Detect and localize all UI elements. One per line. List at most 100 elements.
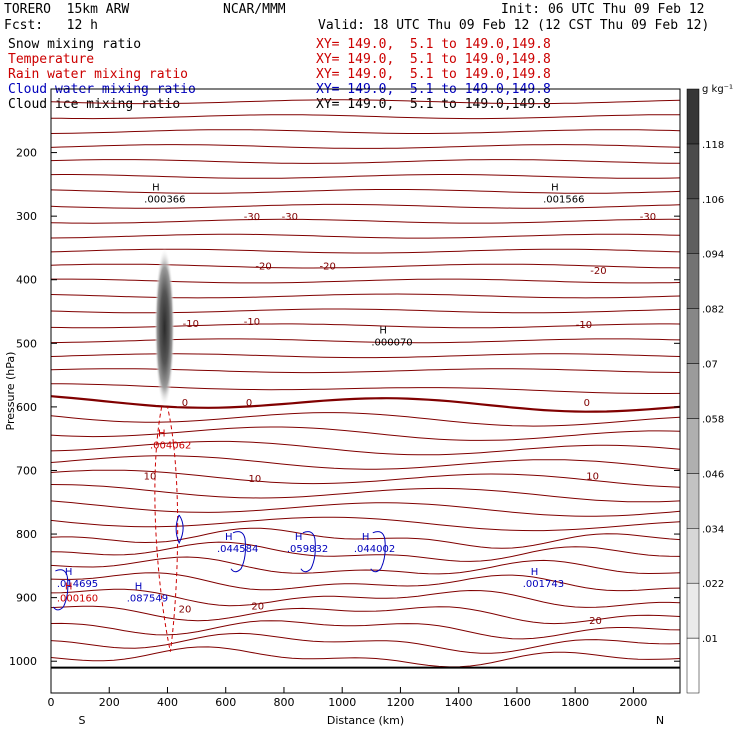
field-xy-rain: XY= 149.0, 5.1 to 149.0,149.8: [316, 67, 551, 82]
x-tick-label: 0: [48, 696, 55, 709]
isotherm-line: [50, 174, 681, 179]
colorbar-swatch: [686, 363, 700, 419]
maximum-marker: H: [225, 532, 233, 543]
colorbar-swatch: [686, 473, 700, 529]
temperature-label: 20: [251, 601, 264, 612]
colorbar-tick-label: .022: [702, 579, 724, 590]
colorbar-swatch: [686, 143, 700, 200]
temperature-label: 10: [248, 474, 261, 485]
contour-labels: -30 -30 -30 -20 -20 -20 -10 -10 -10 0 0 0 10 10 10 20 20…: [57, 182, 656, 627]
x-tick-label: 1800: [561, 696, 589, 709]
colorbar-swatch: [686, 582, 700, 639]
maximum-value: .001566: [543, 194, 584, 205]
maximum-marker: H: [65, 567, 73, 578]
isotherm-line: [50, 114, 681, 120]
x-tick-label: 800: [273, 696, 294, 709]
temperature-label: -20: [255, 262, 271, 273]
colorbar: .01 .022 .034 .046 .058 .07 .082 .094 .106 .118 g …: [686, 84, 733, 694]
maximum-marker: H: [551, 182, 559, 193]
isotherm-line: [50, 395, 681, 413]
x-tick-label: 1200: [386, 696, 414, 709]
maximum-value: .087549: [127, 594, 168, 605]
y-tick-label: 400: [16, 274, 37, 287]
isotherm-line: [50, 484, 681, 503]
isotherm-line: [50, 263, 681, 269]
x-axis-title: Distance (km): [327, 714, 404, 727]
colorbar-swatch: [686, 198, 700, 254]
colorbar-tick-label: .094: [702, 250, 724, 261]
model-title: TORERO 15km ARW: [4, 2, 130, 17]
x-tick-label: 1600: [503, 696, 531, 709]
maximum-value: .044002: [354, 544, 395, 555]
isotherm-line: [50, 469, 681, 488]
isotherm-line: [50, 527, 681, 549]
valid-time: Valid: 18 UTC Thu 09 Feb 12 (12 CST Thu …: [318, 18, 710, 33]
isotherm-line: [50, 412, 681, 427]
org-label: NCAR/MMM: [223, 2, 286, 17]
isotherm-line: [50, 218, 681, 224]
maximum-marker: H: [65, 582, 73, 593]
y-tick-label: 900: [16, 592, 37, 605]
temperature-label: -10: [244, 317, 260, 328]
isotherm-line: [50, 203, 681, 209]
y-tick-label: 1000: [9, 655, 37, 668]
isotherm-line: [50, 159, 681, 164]
colorbar-swatch: [686, 88, 700, 145]
isotherm-line: [50, 426, 681, 441]
temperature-label: -20: [590, 266, 606, 277]
temperature-label: 20: [179, 604, 192, 615]
field-label-cloud-ice: Cloud ice mixing ratio: [8, 97, 181, 112]
colorbar-swatch: [686, 637, 700, 694]
field-label-snow: Snow mixing ratio: [8, 37, 142, 52]
isotherm-line: [50, 368, 681, 374]
maximum-marker: H: [531, 567, 539, 578]
y-tick-label: 800: [16, 528, 37, 541]
x-tick-label: 2000: [619, 696, 647, 709]
isotherm-line: [50, 605, 681, 625]
colorbar-tick-label: .058: [702, 414, 724, 425]
isotherm-line: [50, 632, 681, 654]
temperature-contours: [50, 99, 681, 668]
colorbar-swatch: [686, 308, 700, 364]
forecast-hour: Fcst: 12 h: [4, 18, 98, 33]
y-tick-label: 200: [16, 147, 37, 160]
isotherm-line: [50, 338, 681, 344]
isotherm-line: [51, 278, 681, 284]
isotherm-line: [50, 233, 681, 239]
temperature-label: 0: [584, 398, 590, 409]
temperature-label: -10: [183, 319, 199, 330]
temperature-label: 20: [589, 616, 602, 627]
colorbar-tick-label: .07: [702, 360, 718, 371]
y-axis-title: Pressure (hPa): [4, 352, 17, 431]
x-tick-label: 400: [157, 696, 178, 709]
colorbar-unit: g kg⁻¹: [702, 84, 733, 95]
colorbar-tick-label: .082: [702, 305, 724, 316]
colorbar-swatch: [686, 253, 700, 309]
maximum-marker: H: [135, 582, 143, 593]
maximum-value: .044584: [217, 544, 258, 555]
isotherm-line: [50, 541, 681, 562]
x-tick-label: 600: [215, 696, 236, 709]
isotherm-line: [50, 129, 681, 134]
maximum-value: .000366: [144, 194, 185, 205]
y-tick-label: 500: [16, 337, 37, 350]
isotherm-line: [50, 383, 681, 394]
temperature-label: 10: [586, 472, 599, 483]
cloud-water-contour: [175, 514, 184, 545]
isotherm-line: [50, 646, 681, 668]
temperature-label: -30: [244, 212, 260, 223]
moisture-features: [52, 247, 386, 652]
isotherm-line: [50, 189, 681, 194]
north-label: N: [656, 714, 664, 727]
snow-maximum-shading: [154, 247, 175, 408]
isotherm-line: [50, 500, 681, 517]
cloud-water-contour: [300, 531, 316, 573]
isotherm-line: [50, 516, 681, 532]
isotherm-line: [50, 353, 681, 359]
maximum-marker: H: [158, 428, 166, 439]
x-tick-label: 1400: [445, 696, 473, 709]
isotherm-line: [50, 572, 681, 592]
isotherm-line: [50, 620, 681, 640]
init-time: Init: 06 UTC Thu 09 Feb 12: [501, 2, 705, 17]
